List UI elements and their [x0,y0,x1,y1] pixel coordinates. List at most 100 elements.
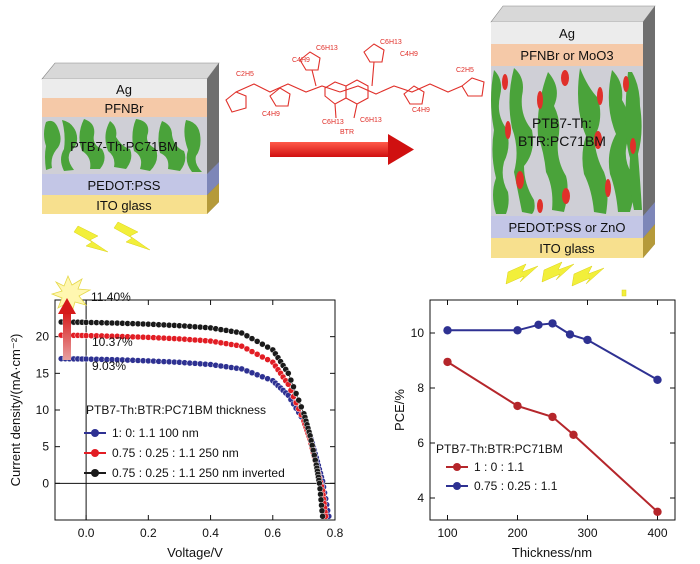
c1-data-point [264,356,271,363]
c1-x-tick-label: 0.4 [202,526,219,540]
c2-data-point [548,412,557,422]
right-light-bolts [505,261,627,297]
pce-y-axis-label: PCE/% [392,389,407,431]
right-btr-domains [502,70,636,213]
pce-x-axis-label: Thickness/nm [512,545,592,560]
light-bolt-icon [113,221,151,251]
c1-data-point [318,502,325,509]
c1-data-point [264,343,271,351]
c2-data-point [513,401,522,411]
jv-annotation-pce-1: 11.40% [91,290,131,304]
c1-legend-swatch-marker [91,469,99,477]
c2-data-point [569,430,578,439]
c1-x-tick-label: 0.8 [327,526,344,540]
left-layer-pedot [42,174,207,195]
c1-data-point [243,332,251,340]
jv-series [57,318,333,520]
c2-legend-swatch-marker [453,463,461,471]
left-layer-ito [42,195,207,214]
pce-series [443,319,662,516]
molecule-alkyl-label: C2H5 [456,67,474,74]
molecule-backbone-right [339,83,463,95]
c1-data-point [238,342,245,350]
molecule-alkyl-label: C2H5 [236,71,254,78]
improvement-arrow-icon [58,298,76,314]
left-layer-label-pfnbr: PFNBr [105,101,145,116]
molecule-terminal-left [225,91,247,113]
molecule-alkyl-label: C4H9 [412,107,430,114]
c2-data-point [653,507,662,516]
c1-data-point [318,507,326,515]
molecule-alkyl-label: C4H9 [292,57,310,64]
c1-data-point [295,396,302,404]
c1-data-point [317,496,325,504]
c1-data-point [290,383,297,391]
highlight-burst-icon [50,274,92,314]
c1-data-point [319,513,326,520]
jv-y-axis-label: Current density/(mA·cm⁻²) [8,334,23,487]
right-layer-label-pedot: PEDOT:PSS or ZnO [508,220,625,235]
jv-annotation-pce-3: 9.03% [92,359,126,373]
pce-y-ticks: 4 6 8 10 [411,326,675,505]
pce-legend-title: PTB7-Th:BTR:PC71BM [436,442,563,456]
molecule-terminal-right [461,77,485,97]
c1-x-tick-label: 0.6 [264,526,281,540]
c1-y-tick-label: 0 [42,476,49,490]
right-layer-ito [491,238,643,258]
c2-legend-swatch-marker [453,482,461,490]
c2-legend-entry: 1 : 0 : 1.1 [474,460,524,474]
light-bolt-icon [571,265,605,287]
c1-data-point [287,376,295,384]
c2-series-line [447,322,658,381]
c2-data-point [548,319,557,328]
right-layer-label-ag: Ag [559,26,575,41]
c2-data-point [653,375,662,384]
c1-x-tick-label: 0.0 [78,526,95,540]
light-bolt-icon [73,225,109,253]
c1-legend-entry: 0.75 : 0.25 : 1.1 250 nm inverted [112,466,285,480]
c1-x-tick-label: 0.2 [140,526,157,540]
right-device-stack: Ag PFNBr or MoO3 PTB7-Th: BTR:PC71BM PED… [490,5,656,258]
c1-data-point [316,485,324,493]
c2-x-tick-label: 300 [577,526,597,540]
jv-legend: PTB7-Th:BTR:PC71BM thickness 1: 0: 1.1 1… [84,403,285,480]
right-layer-label-ito: ITO glass [539,241,595,256]
jv-legend-title: PTB7-Th:BTR:PC71BM thickness [86,403,266,417]
c2-y-tick-label: 10 [411,326,425,340]
c1-data-point [316,480,323,487]
improvement-arrow-shaft [63,312,71,360]
left-layer-label-pedot: PEDOT:PSS [88,178,161,193]
arrow-shaft [270,142,388,157]
c1-data-point [248,335,256,342]
btr-molecule [225,43,485,119]
left-layer-pfnbr [42,98,207,117]
right-layer-label-pfnbr: PFNBr or MoO3 [520,48,613,63]
right-stack-side-face [643,6,655,258]
left-light-bolts [73,221,151,253]
c1-data-point [253,351,261,358]
molecule-name: BTR [340,129,354,136]
c1-data-point [243,345,251,353]
c1-y-tick-label: 5 [42,440,49,454]
pce-plot-frame [429,299,676,521]
molecule-backbone-left [235,83,341,93]
c2-data-point [443,326,452,335]
jv-chart: 0 5 10 15 20 0.0 0.2 0.4 0.6 0.8 11.40% 10.37% 9… [8,274,344,560]
c1-data-point [259,340,266,348]
jv-x-axis-label: Voltage/V [167,545,223,560]
c1-data-point [253,338,261,345]
c1-legend-swatch-marker [91,449,99,457]
jv-y-ticks: 0 5 10 15 20 [36,330,335,490]
molecule-alkyl-label: C6H13 [316,45,338,52]
c1-y-tick-label: 20 [36,330,50,344]
light-bolt-icon [505,263,539,285]
c2-y-tick-label: 6 [417,436,424,450]
c1-legend-entry: 0.75 : 0.25 : 1.1 250 nm [112,446,239,460]
right-layer-ag [491,22,643,44]
c1-data-point [285,370,292,377]
molecule-labels: C6H13 C4H9 C6H13 C4H9 C2H5 C2H5 C4H9 C4H… [236,39,474,136]
c2-data-point [534,320,543,329]
c1-y-tick-label: 15 [36,366,50,380]
molecule-alkyl-label: C4H9 [400,51,418,58]
